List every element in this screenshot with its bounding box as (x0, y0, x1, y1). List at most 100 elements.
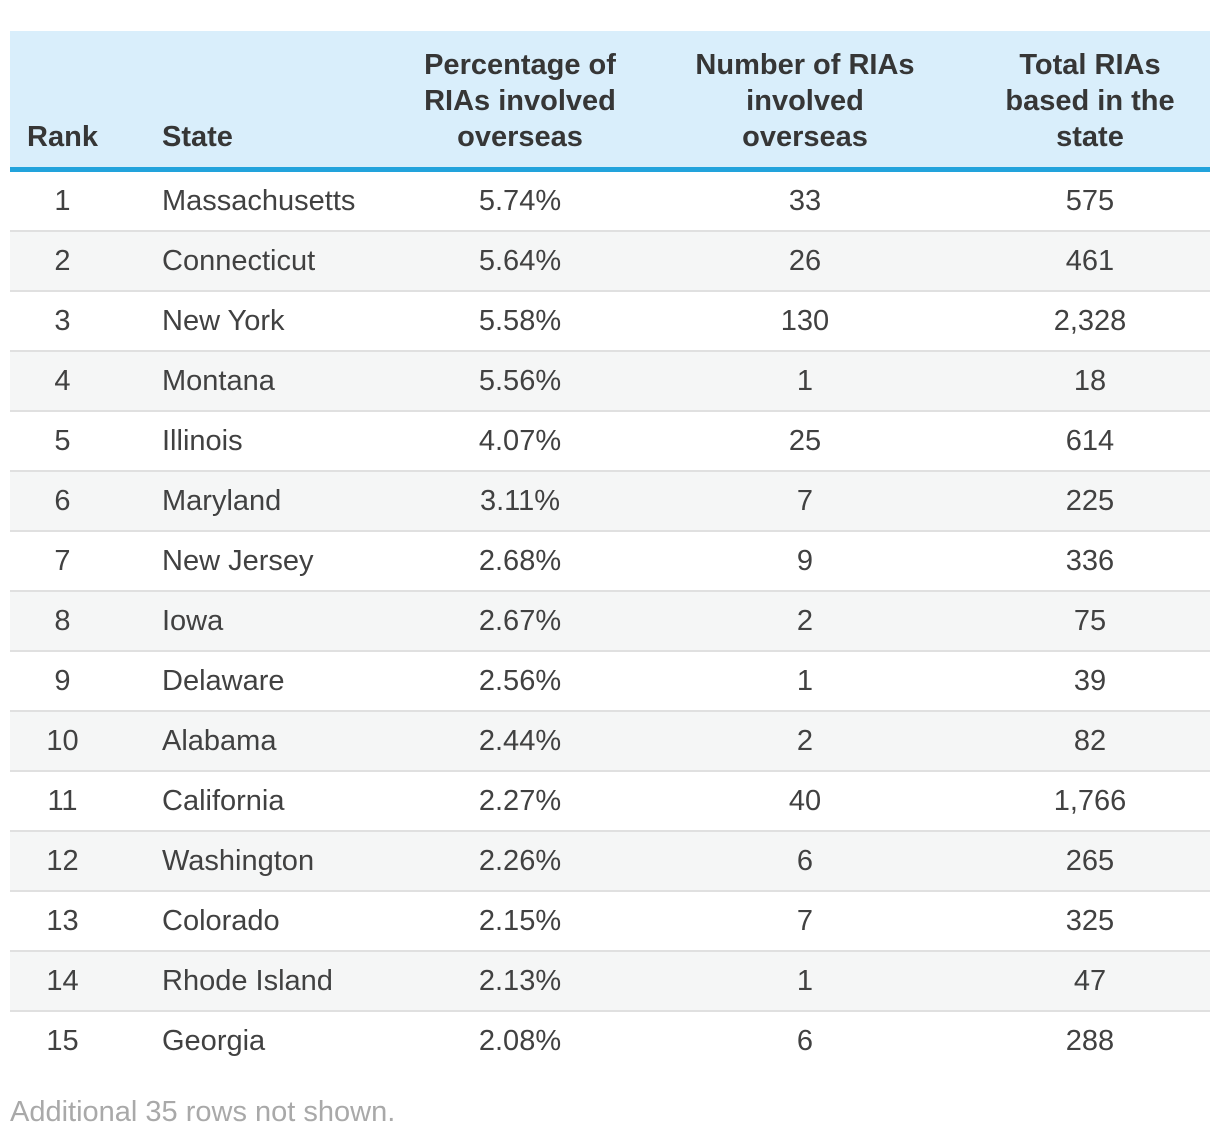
table-row: 10 Alabama 2.44% 2 82 (10, 711, 1210, 771)
table-row: 3 New York 5.58% 130 2,328 (10, 291, 1210, 351)
number-cell: 2 (796, 724, 814, 757)
total-cell: 39 (1073, 664, 1107, 697)
table-row: 13 Colorado 2.15% 7 325 (10, 891, 1210, 951)
number-cell: 40 (788, 784, 822, 817)
state-cell: Montana (162, 364, 275, 397)
total-cell: 461 (1065, 244, 1115, 277)
number-cell: 1 (796, 364, 814, 397)
total-cell: 1,766 (1053, 784, 1127, 817)
column-header-rank: Rank (10, 31, 115, 172)
total-cell: 225 (1065, 484, 1115, 517)
state-cell: Washington (162, 844, 315, 877)
state-cell: Iowa (162, 604, 224, 637)
total-cell: 82 (1073, 724, 1107, 757)
number-cell: 26 (788, 244, 822, 277)
table-row: 4 Montana 5.56% 1 18 (10, 351, 1210, 411)
state-cell: Massachusetts (162, 184, 356, 217)
total-cell: 575 (1065, 184, 1115, 217)
table-row: 14 Rhode Island 2.13% 1 47 (10, 951, 1210, 1011)
number-cell: 7 (796, 484, 814, 517)
percentage-cell: 2.13% (478, 964, 562, 997)
rank-cell: 2 (54, 244, 71, 277)
percentage-cell: 2.68% (478, 544, 562, 577)
number-cell: 1 (796, 964, 814, 997)
state-cell: Alabama (162, 724, 277, 757)
state-cell: Connecticut (162, 244, 316, 277)
table-row: 6 Maryland 3.11% 7 225 (10, 471, 1210, 531)
rank-cell: 14 (46, 964, 79, 997)
total-cell: 325 (1065, 904, 1115, 937)
rank-cell: 4 (54, 364, 71, 397)
additional-rows-note: Additional 35 rows not shown. (10, 1096, 396, 1128)
number-cell: 2 (796, 604, 814, 637)
state-cell: Colorado (162, 904, 280, 937)
number-cell: 9 (796, 544, 814, 577)
percentage-cell: 2.15% (478, 904, 562, 937)
table-row: 9 Delaware 2.56% 1 39 (10, 651, 1210, 711)
state-cell: Illinois (162, 424, 243, 457)
rank-cell: 5 (54, 424, 71, 457)
rank-cell: 6 (54, 484, 71, 517)
rank-cell: 9 (54, 664, 71, 697)
total-cell: 75 (1073, 604, 1107, 637)
percentage-cell: 5.58% (478, 304, 562, 337)
state-cell: Delaware (162, 664, 285, 697)
number-cell: 6 (796, 844, 814, 877)
number-cell: 130 (780, 304, 830, 337)
rank-cell: 15 (46, 1024, 79, 1057)
column-header-state: State (115, 31, 400, 172)
state-cell: Georgia (162, 1024, 266, 1057)
table-row: 1 Massachusetts 5.74% 33 575 (10, 169, 1210, 231)
total-cell: 336 (1065, 544, 1115, 577)
total-cell: 18 (1073, 364, 1107, 397)
rank-cell: 3 (54, 304, 71, 337)
number-cell: 7 (796, 904, 814, 937)
number-cell: 33 (788, 184, 822, 217)
rias-overseas-table: Rank State Percentage of RIAs involved o… (10, 31, 1210, 1070)
percentage-cell: 5.56% (478, 364, 562, 397)
rank-cell: 11 (47, 784, 78, 817)
number-cell: 25 (788, 424, 822, 457)
column-header-number: Number of RIAs involved overseas (640, 31, 970, 172)
rank-cell: 12 (46, 844, 79, 877)
table-row: 7 New Jersey 2.68% 9 336 (10, 531, 1210, 591)
total-cell: 265 (1065, 844, 1115, 877)
table-body: 1 Massachusetts 5.74% 33 575 2 Connectic… (10, 169, 1210, 1070)
table-row: 15 Georgia 2.08% 6 288 (10, 1011, 1210, 1070)
column-header-percentage: Percentage of RIAs involved overseas (400, 31, 640, 172)
table-row: 2 Connecticut 5.64% 26 461 (10, 231, 1210, 291)
total-cell: 288 (1065, 1024, 1115, 1057)
percentage-cell: 5.74% (478, 184, 562, 217)
percentage-cell: 2.44% (478, 724, 562, 757)
total-cell: 614 (1065, 424, 1115, 457)
state-cell: New Jersey (162, 544, 314, 577)
percentage-cell: 2.08% (478, 1024, 562, 1057)
rank-cell: 1 (54, 184, 71, 217)
rank-cell: 8 (54, 604, 71, 637)
percentage-cell: 5.64% (478, 244, 562, 277)
state-cell: California (162, 784, 285, 817)
percentage-cell: 2.27% (478, 784, 562, 817)
table-row: 5 Illinois 4.07% 25 614 (10, 411, 1210, 471)
percentage-cell: 3.11% (479, 484, 561, 517)
table-row: 11 California 2.27% 40 1,766 (10, 771, 1210, 831)
number-cell: 1 (796, 664, 814, 697)
column-header-total: Total RIAs based in the state (970, 31, 1210, 172)
rank-cell: 10 (46, 724, 79, 757)
percentage-cell: 4.07% (478, 424, 562, 457)
total-cell: 2,328 (1053, 304, 1127, 337)
state-cell: New York (162, 304, 285, 337)
table-row: 12 Washington 2.26% 6 265 (10, 831, 1210, 891)
total-cell: 47 (1073, 964, 1107, 997)
percentage-cell: 2.26% (478, 844, 562, 877)
percentage-cell: 2.56% (478, 664, 562, 697)
rank-cell: 7 (54, 544, 71, 577)
rank-cell: 13 (46, 904, 79, 937)
table-row: 8 Iowa 2.67% 2 75 (10, 591, 1210, 651)
percentage-cell: 2.67% (478, 604, 562, 637)
state-cell: Rhode Island (162, 964, 333, 997)
table-header-row: Rank State Percentage of RIAs involved o… (10, 31, 1210, 172)
state-cell: Maryland (162, 484, 282, 517)
number-cell: 6 (796, 1024, 814, 1057)
